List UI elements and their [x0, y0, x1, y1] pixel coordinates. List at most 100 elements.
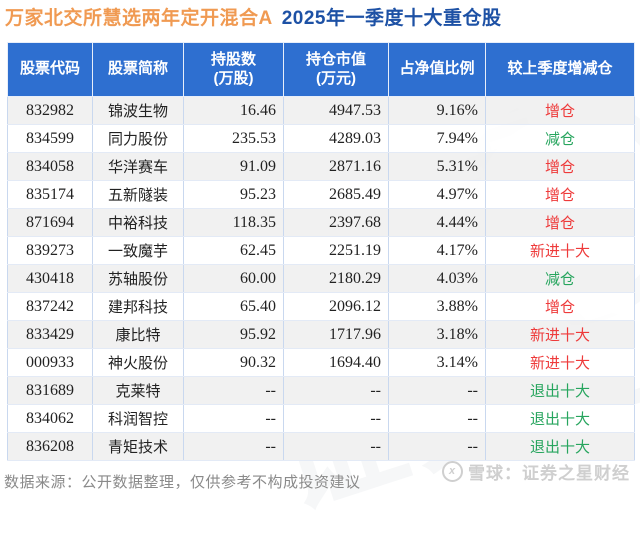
cell-net-ratio: 3.18% [388, 320, 486, 349]
cell-stock-code: 834062 [7, 404, 93, 433]
cell-market-value: 1717.96 [283, 320, 389, 349]
report-period: 2025年一季度十大重仓股 [281, 8, 502, 29]
cell-net-ratio: 4.17% [388, 236, 486, 265]
cell-stock-name: 神火股份 [92, 348, 184, 377]
table-row: 835174 五新隧装 95.23 2685.49 4.97% 增仓 [7, 180, 635, 209]
cell-stock-name: 锦波生物 [92, 96, 184, 125]
cell-shares-held: 91.09 [183, 152, 284, 181]
cell-stock-code: 000933 [7, 348, 93, 377]
cell-stock-code: 831689 [7, 376, 93, 405]
cell-change: 退出十大 [485, 376, 635, 405]
table-row: 430418 苏轴股份 60.00 2180.29 4.03% 减仓 [7, 264, 635, 293]
col-header-stock-name: 股票简称 [92, 42, 184, 97]
cell-shares-held: 16.46 [183, 96, 284, 125]
cell-market-value: 2180.29 [283, 264, 389, 293]
cell-stock-name: 华洋赛车 [92, 152, 184, 181]
cell-market-value: -- [283, 432, 389, 461]
table-row: 836208 青矩技术 -- -- -- 退出十大 [7, 432, 635, 461]
cell-shares-held: -- [183, 432, 284, 461]
cell-shares-held: 235.53 [183, 124, 284, 153]
cell-market-value: 2685.49 [283, 180, 389, 209]
cell-net-ratio: 4.44% [388, 208, 486, 237]
cell-market-value: -- [283, 376, 389, 405]
data-source-note: 数据来源：公开数据整理，仅供参考不构成投资建议 [4, 474, 361, 491]
brand-watermark: x 雪球：证券之星财经 [442, 459, 630, 484]
cell-net-ratio: 9.16% [388, 96, 486, 125]
cell-shares-held: -- [183, 376, 284, 405]
cell-stock-name: 康比特 [92, 320, 184, 349]
fund-name: 万家北交所慧选两年定开混合A [5, 8, 273, 29]
table-row: 000933 神火股份 90.32 1694.40 3.14% 新进十大 [7, 348, 635, 377]
cell-net-ratio: -- [388, 432, 486, 461]
cell-market-value: 2871.16 [283, 152, 389, 181]
cell-change: 增仓 [485, 292, 635, 321]
table-row: 871694 中裕科技 118.35 2397.68 4.44% 增仓 [7, 208, 635, 237]
cell-market-value: 4947.53 [283, 96, 389, 125]
cell-net-ratio: 4.03% [388, 264, 486, 293]
cell-change: 新进十大 [485, 348, 635, 377]
cell-stock-code: 835174 [7, 180, 93, 209]
header-row: 股票代码 股票简称 持股数 (万股) 持仓市值 (万元) 占净值比例 较上季度增… [7, 42, 635, 97]
col-header-market-value: 持仓市值 (万元) [283, 42, 389, 97]
cell-stock-name: 苏轴股份 [92, 264, 184, 293]
cell-change: 退出十大 [485, 404, 635, 433]
cell-stock-name: 五新隧装 [92, 180, 184, 209]
cell-stock-code: 871694 [7, 208, 93, 237]
cell-shares-held: 65.40 [183, 292, 284, 321]
col-header-shares-held: 持股数 (万股) [183, 42, 284, 97]
cell-shares-held: 118.35 [183, 208, 284, 237]
cell-stock-code: 834058 [7, 152, 93, 181]
cell-shares-held: 95.23 [183, 180, 284, 209]
xueqiu-snowball-icon: x [442, 461, 463, 482]
cell-net-ratio: 7.94% [388, 124, 486, 153]
cell-stock-name: 中裕科技 [92, 208, 184, 237]
cell-stock-name: 同力股份 [92, 124, 184, 153]
col-header-net-ratio: 占净值比例 [388, 42, 486, 97]
table-body: 832982 锦波生物 16.46 4947.53 9.16% 增仓 834599 同力股份 2… [7, 96, 635, 461]
cell-stock-name: 建邦科技 [92, 292, 184, 321]
table-row: 839273 一致魔芋 62.45 2251.19 4.17% 新进十大 [7, 236, 635, 265]
cell-net-ratio: -- [388, 404, 486, 433]
cell-market-value: 1694.40 [283, 348, 389, 377]
cell-change: 减仓 [485, 264, 635, 293]
cell-market-value: 4289.03 [283, 124, 389, 153]
table-row: 834599 同力股份 235.53 4289.03 7.94% 减仓 [7, 124, 635, 153]
cell-change: 新进十大 [485, 236, 635, 265]
cell-stock-code: 832982 [7, 96, 93, 125]
cell-shares-held: 95.92 [183, 320, 284, 349]
cell-stock-code: 430418 [7, 264, 93, 293]
holdings-table-wrapper: 股票代码 股票简称 持股数 (万股) 持仓市值 (万元) 占净值比例 较上季度增… [7, 42, 635, 461]
cell-shares-held: 90.32 [183, 348, 284, 377]
cell-stock-code: 839273 [7, 236, 93, 265]
cell-market-value: 2251.19 [283, 236, 389, 265]
cell-stock-code: 833429 [7, 320, 93, 349]
table-row: 832982 锦波生物 16.46 4947.53 9.16% 增仓 [7, 96, 635, 125]
table-row: 831689 克莱特 -- -- -- 退出十大 [7, 376, 635, 405]
cell-net-ratio: -- [388, 376, 486, 405]
cell-shares-held: -- [183, 404, 284, 433]
col-header-stock-code: 股票代码 [7, 42, 93, 97]
cell-stock-code: 837242 [7, 292, 93, 321]
cell-change: 增仓 [485, 208, 635, 237]
cell-change: 减仓 [485, 124, 635, 153]
cell-change: 增仓 [485, 152, 635, 181]
cell-net-ratio: 5.31% [388, 152, 486, 181]
cell-stock-name: 青矩技术 [92, 432, 184, 461]
table-header: 股票代码 股票简称 持股数 (万股) 持仓市值 (万元) 占净值比例 较上季度增… [7, 42, 635, 97]
col-header-change-vs-prev-quarter: 较上季度增减仓 [485, 42, 635, 97]
holdings-table: 股票代码 股票简称 持股数 (万股) 持仓市值 (万元) 占净值比例 较上季度增… [7, 42, 635, 461]
table-row: 837242 建邦科技 65.40 2096.12 3.88% 增仓 [7, 292, 635, 321]
cell-market-value: 2397.68 [283, 208, 389, 237]
cell-stock-name: 科润智控 [92, 404, 184, 433]
cell-net-ratio: 4.97% [388, 180, 486, 209]
cell-shares-held: 62.45 [183, 236, 284, 265]
table-row: 833429 康比特 95.92 1717.96 3.18% 新进十大 [7, 320, 635, 349]
cell-stock-name: 一致魔芋 [92, 236, 184, 265]
cell-change: 退出十大 [485, 432, 635, 461]
cell-stock-name: 克莱特 [92, 376, 184, 405]
cell-change: 增仓 [485, 180, 635, 209]
cell-shares-held: 60.00 [183, 264, 284, 293]
table-row: 834062 科润智控 -- -- -- 退出十大 [7, 404, 635, 433]
cell-market-value: 2096.12 [283, 292, 389, 321]
table-row: 834058 华洋赛车 91.09 2871.16 5.31% 增仓 [7, 152, 635, 181]
